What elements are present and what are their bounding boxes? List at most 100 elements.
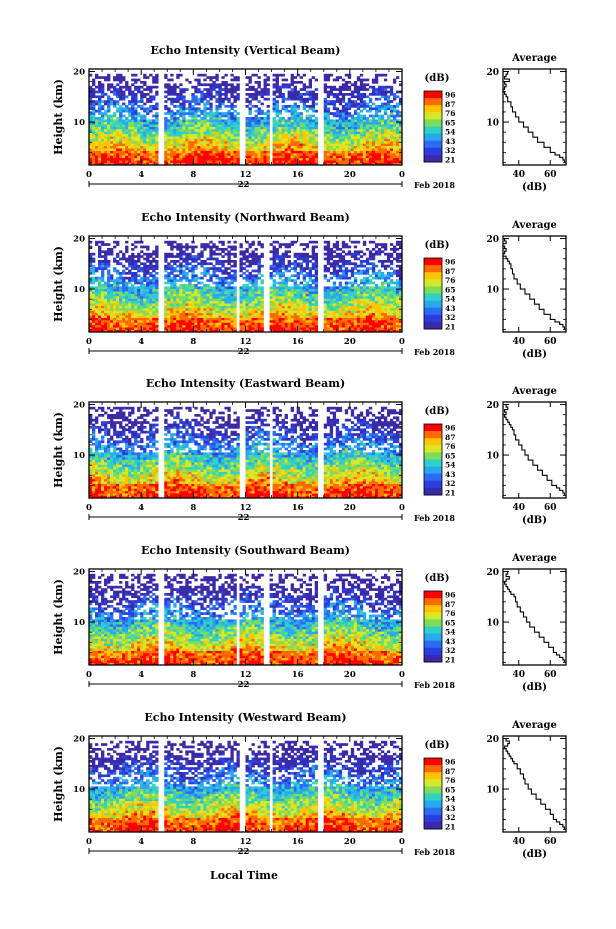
heatmap-cell — [341, 138, 346, 142]
heatmap-cell — [170, 119, 174, 123]
heatmap-cell — [197, 119, 201, 123]
heatmap-cell — [296, 141, 300, 144]
colorbar-units: (dB) — [425, 73, 450, 84]
heatmap-cell — [278, 141, 282, 144]
heatmap-cell — [383, 157, 388, 161]
heatmap-cell — [191, 126, 195, 130]
heatmap-cell — [227, 291, 231, 294]
heatmap-cell — [152, 310, 156, 314]
heatmap-cell — [173, 315, 177, 318]
heatmap-cell — [230, 160, 234, 163]
heatmap-cell — [257, 157, 261, 161]
heatmap-cell — [92, 257, 96, 261]
heatmap-cell — [170, 317, 174, 321]
heatmap-cell — [242, 317, 246, 321]
heatmap-cell — [302, 143, 306, 147]
heatmap-cell — [116, 303, 120, 306]
heatmap-cell — [392, 143, 397, 147]
heatmap-cell — [233, 324, 237, 328]
heatmap-cell — [371, 141, 376, 144]
heatmap-cell — [335, 126, 340, 130]
heatmap-cell — [395, 145, 400, 149]
heatmap-cell — [224, 133, 228, 137]
heatmap-cell — [149, 281, 153, 285]
heatmap-cell — [272, 274, 276, 278]
heatmap-cell — [296, 133, 300, 137]
heatmap-cell — [164, 274, 168, 278]
heatmap-cell — [218, 153, 222, 156]
heatmap-cell — [122, 324, 126, 328]
heatmap-cell — [155, 260, 159, 263]
heatmap-cell — [353, 157, 358, 161]
heatmap-cell — [200, 312, 204, 316]
heatmap-cell — [152, 138, 156, 142]
heatmap-cell — [233, 240, 237, 244]
heatmap-cell — [212, 119, 216, 123]
heatmap-cell — [224, 162, 228, 166]
heatmap-cell — [266, 117, 270, 120]
heatmap-cell — [101, 131, 105, 135]
heatmap-cell — [134, 107, 138, 111]
heatmap-cell — [209, 148, 213, 151]
heatmap-cell — [110, 293, 114, 297]
heatmap-cell — [182, 327, 186, 330]
heatmap-cell — [164, 257, 168, 261]
heatmap-cell — [257, 85, 261, 89]
heatmap-cell — [98, 83, 102, 87]
heatmap-cell — [137, 155, 141, 159]
heatmap-cell — [203, 126, 207, 130]
heatmap-cell — [191, 298, 195, 302]
heatmap-cell — [170, 162, 174, 166]
heatmap-cell — [392, 95, 397, 99]
heatmap-cell — [95, 129, 99, 132]
heatmap-cell — [89, 145, 93, 149]
heatmap-cell — [170, 243, 174, 246]
heatmap-cell — [98, 281, 102, 285]
heatmap-cell — [398, 124, 403, 127]
heatmap-cell — [107, 119, 111, 123]
heatmap-cell — [332, 143, 337, 147]
heatmap-cell — [200, 133, 204, 137]
heatmap-cell — [206, 153, 210, 156]
heatmap-cell — [236, 145, 240, 149]
heatmap-cell — [302, 73, 306, 77]
heatmap-cell — [308, 114, 313, 118]
heatmap-cell — [230, 281, 234, 285]
heatmap-cell — [224, 95, 228, 99]
heatmap-cell — [173, 126, 177, 130]
heatmap-cell — [377, 85, 382, 89]
heatmap-cell — [323, 100, 328, 103]
heatmap-cell — [278, 126, 282, 130]
heatmap-cell — [179, 291, 183, 294]
heatmap-cell — [206, 243, 210, 246]
heatmap-cell — [383, 85, 388, 89]
heatmap-cell — [371, 78, 376, 82]
heatmap-cell — [359, 95, 364, 99]
heatmap-cell — [359, 109, 364, 113]
heatmap-cell — [338, 124, 343, 127]
heatmap-cell — [95, 308, 99, 311]
heatmap-cell — [278, 291, 282, 294]
heatmap-cell — [98, 315, 102, 318]
heatmap-cell — [131, 126, 135, 130]
heatmap-cell — [224, 300, 228, 304]
heatmap-cell — [389, 155, 394, 159]
heatmap-cell — [164, 264, 168, 268]
heatmap-cell — [239, 274, 243, 278]
heatmap-cell — [356, 107, 361, 111]
heatmap-cell — [101, 250, 105, 254]
heatmap-cell — [149, 136, 153, 139]
heatmap-cell — [212, 95, 216, 99]
heatmap-cell — [116, 136, 120, 139]
heatmap-cell — [224, 105, 228, 108]
heatmap-cell — [170, 109, 174, 113]
heatmap-cell — [329, 141, 334, 144]
heatmap-cell — [332, 148, 337, 151]
heatmap-cell — [140, 119, 144, 123]
heatmap-cell — [89, 272, 93, 275]
heatmap-cell — [299, 153, 303, 156]
heatmap-cell — [104, 157, 108, 161]
heatmap-cell — [386, 95, 391, 99]
heatmap-cell — [338, 119, 343, 123]
heatmap-cell — [335, 93, 340, 96]
